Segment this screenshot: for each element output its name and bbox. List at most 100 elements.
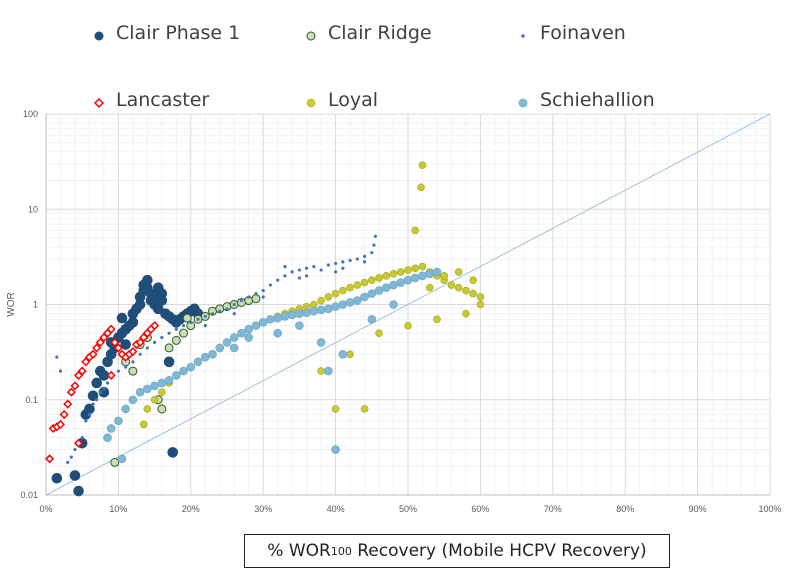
- x-tick-label: 100%: [758, 504, 781, 514]
- data-point-foinaven: [145, 346, 149, 350]
- data-point-schiehallion: [295, 309, 304, 319]
- data-point-loyal: [382, 272, 391, 280]
- data-point-foinaven: [283, 264, 287, 269]
- data-point-schiehallion: [302, 308, 311, 318]
- data-point-loyal: [396, 268, 405, 276]
- data-point-foinaven: [261, 288, 265, 293]
- data-point-lancaster: [70, 381, 80, 391]
- data-point-foinaven: [225, 307, 229, 311]
- data-point-loyal: [367, 276, 376, 284]
- data-point-schiehallion: [287, 310, 297, 320]
- data-point-loyal: [462, 309, 470, 318]
- data-point-schiehallion: [367, 314, 377, 324]
- data-point-schiehallion: [244, 324, 254, 334]
- data-point-schiehallion: [295, 321, 304, 330]
- data-point-loyal: [331, 405, 340, 413]
- data-point-schiehallion: [389, 280, 398, 290]
- x-tick-label: 50%: [399, 504, 417, 514]
- data-point-foinaven: [355, 257, 359, 261]
- data-point-schiehallion: [179, 366, 188, 376]
- data-point-foinaven: [196, 317, 200, 321]
- data-point-schiehallion: [316, 305, 326, 315]
- y-tick-label: 100: [23, 109, 38, 119]
- data-point-foinaven: [247, 295, 251, 299]
- data-point-loyal: [360, 405, 369, 413]
- data-point-lancaster: [81, 357, 91, 367]
- data-point-foinaven: [297, 276, 301, 280]
- data-point-schiehallion: [186, 362, 196, 372]
- data-point-loyal: [404, 321, 412, 330]
- data-point-loyal: [462, 286, 470, 295]
- data-point-clair-phase-1: [51, 472, 63, 484]
- legend-marker-lancaster: [92, 93, 106, 109]
- data-point-foinaven: [55, 355, 59, 359]
- data-point-foinaven: [105, 381, 110, 385]
- data-point-schiehallion: [266, 314, 275, 324]
- data-point-schiehallion: [353, 296, 362, 305]
- data-point-lancaster: [128, 347, 138, 357]
- data-point-foinaven: [290, 270, 294, 274]
- data-point-clair-ridge: [128, 366, 138, 376]
- data-point-schiehallion: [103, 433, 112, 442]
- data-point-foinaven: [174, 327, 178, 331]
- data-point-schiehallion: [273, 313, 282, 323]
- data-point-foinaven: [189, 320, 193, 324]
- data-point-loyal: [346, 283, 354, 292]
- data-point-schiehallion: [229, 333, 239, 342]
- legend-label-lancaster: Lancaster: [116, 89, 210, 111]
- data-point-clair-phase-1: [73, 485, 84, 497]
- data-point-schiehallion: [331, 302, 340, 311]
- data-point-foinaven: [268, 283, 273, 287]
- data-point-schiehallion: [367, 289, 377, 298]
- data-point-loyal: [433, 315, 441, 324]
- data-point-schiehallion: [208, 350, 217, 359]
- legend-symbol-clair-ridge: [306, 31, 316, 41]
- data-point-schiehallion: [273, 328, 282, 338]
- legend-label-foinaven: Foinaven: [540, 22, 626, 44]
- data-point-lancaster: [106, 324, 116, 334]
- data-point-schiehallion: [418, 271, 427, 281]
- data-point-loyal: [476, 293, 485, 301]
- data-point-loyal: [317, 367, 325, 375]
- data-point-loyal: [375, 329, 383, 337]
- x-axis-title: % WOR 100 Recovery (Mobile HCPV Recovery): [244, 534, 670, 568]
- data-point-loyal: [476, 300, 485, 309]
- data-point-clair-ridge: [110, 457, 120, 467]
- data-point-foinaven: [232, 302, 236, 307]
- data-point-loyal: [339, 286, 347, 295]
- legend-symbol-clair-phase-1: [94, 31, 104, 41]
- data-point-foinaven: [283, 274, 287, 278]
- data-point-loyal: [454, 268, 463, 276]
- legend-symbol-schiehallion: [518, 98, 528, 108]
- data-point-loyal: [139, 420, 148, 429]
- data-point-schiehallion: [244, 333, 254, 342]
- data-point-foinaven: [102, 387, 106, 391]
- x-tick-label: 60%: [471, 504, 489, 514]
- data-point-foinaven: [80, 436, 84, 440]
- data-point-schiehallion: [237, 328, 246, 338]
- data-point-foinaven: [210, 312, 215, 316]
- data-point-lancaster: [92, 343, 102, 353]
- data-point-schiehallion: [345, 298, 355, 307]
- data-point-foinaven: [203, 314, 207, 319]
- data-point-loyal: [404, 266, 412, 274]
- data-point-foinaven: [305, 266, 309, 270]
- data-point-lancaster: [113, 343, 123, 353]
- data-point-schiehallion: [150, 381, 159, 391]
- data-point-loyal: [150, 395, 159, 404]
- data-point-loyal: [324, 293, 333, 301]
- data-point-schiehallion: [396, 278, 406, 287]
- data-point-lancaster: [66, 387, 76, 397]
- data-point-schiehallion: [309, 306, 319, 316]
- data-point-clair-ridge: [251, 294, 261, 304]
- data-point-foinaven: [334, 270, 338, 274]
- data-point-foinaven: [334, 261, 338, 266]
- x-tick-label: 40%: [327, 504, 345, 514]
- legend-item-lancaster: Lancaster: [92, 89, 209, 111]
- data-point-lancaster: [135, 337, 145, 347]
- data-point-foinaven: [261, 295, 265, 299]
- data-point-loyal: [346, 350, 354, 359]
- data-point-schiehallion: [157, 378, 167, 388]
- data-point-foinaven: [297, 268, 301, 272]
- data-point-loyal: [469, 289, 477, 298]
